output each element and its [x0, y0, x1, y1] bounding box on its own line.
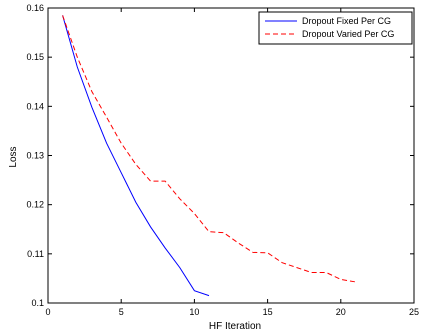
- y-axis-label: Loss: [8, 146, 19, 167]
- x-axis-label: HF Iteration: [209, 321, 261, 331]
- y-tick-label: 0.15: [26, 52, 44, 62]
- x-tick-label: 0: [45, 307, 50, 317]
- legend-label-1: Dropout Fixed Per CG: [302, 16, 391, 26]
- legend-label-2: Dropout Varied Per CG: [302, 29, 394, 39]
- y-tick-label: 0.12: [26, 200, 44, 210]
- x-tick-label: 15: [263, 307, 273, 317]
- x-tick-label: 10: [189, 307, 199, 317]
- y-tick-label: 0.14: [26, 101, 44, 111]
- y-tick-label: 0.16: [26, 3, 44, 13]
- series-line-1: [62, 15, 210, 297]
- x-tick-label: 5: [119, 307, 124, 317]
- series-line-2: [62, 15, 356, 283]
- y-tick-label: 0.11: [27, 249, 44, 259]
- y-tick-label: 0.13: [26, 151, 44, 161]
- y-tick-label: 0.1: [31, 298, 44, 308]
- plot-area: [47, 7, 415, 304]
- x-tick-label: 25: [409, 307, 419, 317]
- legend-box: [258, 11, 413, 45]
- x-tick-label: 20: [336, 307, 346, 317]
